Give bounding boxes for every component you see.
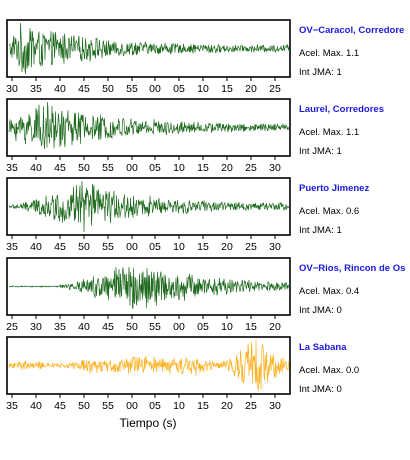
peak-acceleration: Acel. Max. 1.1 (299, 48, 359, 59)
x-tick-label: 25 (245, 400, 257, 412)
trace-line (8, 180, 290, 233)
x-tick-label: 00 (149, 83, 161, 95)
panel-5: 35 40 45 50 55 00 05 10 15 20 25 30 La Sabana Acel. M… (6, 336, 359, 412)
x-tick-label: 45 (54, 400, 66, 412)
x-tick-label: 15 (197, 400, 209, 412)
panel-frame (6, 19, 291, 78)
x-tick-label: 30 (6, 83, 18, 95)
x-tick-label: 05 (197, 321, 209, 333)
x-tick-label: 30 (30, 321, 42, 333)
x-tick-label: 50 (78, 162, 90, 174)
panel-4: 25 30 35 40 45 50 55 00 05 10 15 20 OV−Rios, Rincon … (6, 257, 405, 333)
trace-line (8, 22, 290, 75)
x-tick-label: 35 (6, 162, 18, 174)
x-tick-label: 00 (126, 241, 138, 253)
station-name: Laurel, Corredores (299, 104, 384, 115)
x-tick-label: 40 (30, 241, 42, 253)
jma-intensity: Int JMA: 1 (299, 67, 342, 78)
panel-frame (6, 98, 291, 157)
x-axis-label: Tiempo (s) (120, 416, 177, 430)
trace-line (8, 266, 290, 309)
jma-intensity: Int JMA: 1 (299, 225, 342, 236)
x-tick-label: 45 (102, 321, 114, 333)
panel-1: 30 35 40 45 50 55 00 05 10 15 20 25 OV−Caracol, Corr… (6, 19, 404, 95)
x-tick-label: 30 (269, 241, 281, 253)
x-tick-label: 55 (102, 241, 114, 253)
x-tick-label: 30 (269, 400, 281, 412)
x-tick-label: 50 (78, 241, 90, 253)
x-tick-label: 50 (78, 400, 90, 412)
panel-2: 35 40 45 50 55 00 05 10 15 20 25 30 Laurel, Corredor… (6, 98, 384, 174)
peak-acceleration: Acel. Max. 0.0 (299, 365, 359, 376)
x-tick-label: 40 (30, 400, 42, 412)
panel-frame (6, 177, 291, 236)
x-tick-label: 55 (149, 321, 161, 333)
peak-acceleration: Acel. Max. 0.4 (299, 286, 359, 297)
x-tick-label: 15 (197, 162, 209, 174)
x-tick-label: 45 (78, 83, 90, 95)
jma-intensity: Int JMA: 0 (299, 305, 342, 316)
x-tick-label: 50 (126, 321, 138, 333)
trace-line (8, 339, 290, 391)
x-tick-label: 10 (221, 321, 233, 333)
x-tick-label: 00 (173, 321, 185, 333)
x-tick-label: 35 (6, 400, 18, 412)
peak-acceleration: Acel. Max. 1.1 (299, 127, 359, 138)
x-tick-label: 00 (126, 162, 138, 174)
x-tick-label: 10 (173, 400, 185, 412)
x-tick-label: 25 (6, 321, 18, 333)
x-tick-label: 55 (102, 400, 114, 412)
x-tick-label: 55 (102, 162, 114, 174)
x-tick-label: 15 (221, 83, 233, 95)
x-tick-label: 55 (126, 83, 138, 95)
jma-intensity: Int JMA: 0 (299, 384, 342, 395)
x-tick-label: 15 (197, 241, 209, 253)
panel-frame (6, 257, 291, 316)
station-name: OV−Caracol, Corredore (299, 25, 404, 36)
x-tick-label: 15 (245, 321, 257, 333)
x-tick-label: 20 (221, 400, 233, 412)
x-tick-label: 40 (78, 321, 90, 333)
x-tick-label: 25 (269, 83, 281, 95)
x-tick-label: 00 (126, 400, 138, 412)
x-tick-label: 20 (221, 241, 233, 253)
x-tick-label: 45 (54, 162, 66, 174)
x-tick-label: 05 (149, 162, 161, 174)
jma-intensity: Int JMA: 1 (299, 146, 342, 157)
x-tick-label: 40 (54, 83, 66, 95)
x-tick-label: 30 (269, 162, 281, 174)
station-name: Puerto Jimenez (299, 183, 369, 194)
station-name: La Sabana (299, 342, 347, 353)
x-tick-label: 40 (30, 162, 42, 174)
x-tick-label: 05 (149, 400, 161, 412)
x-tick-label: 50 (102, 83, 114, 95)
x-tick-label: 20 (221, 162, 233, 174)
x-tick-label: 10 (173, 162, 185, 174)
x-tick-label: 25 (245, 241, 257, 253)
x-tick-label: 20 (269, 321, 281, 333)
x-tick-label: 05 (149, 241, 161, 253)
x-tick-label: 25 (245, 162, 257, 174)
x-tick-label: 05 (173, 83, 185, 95)
peak-acceleration: Acel. Max. 0.6 (299, 206, 359, 217)
panel-3: 35 40 45 50 55 00 05 10 15 20 25 30 Puerto Jimenez Ac… (6, 177, 369, 253)
x-tick-label: 20 (245, 83, 257, 95)
station-name: OV−Rios, Rincon de Os (299, 263, 405, 274)
seismogram-panels: 30 35 40 45 50 55 00 05 10 15 20 25 OV−Caracol, Corr… (6, 19, 405, 412)
panel-frame (6, 336, 291, 395)
x-tick-label: 10 (197, 83, 209, 95)
x-tick-label: 35 (30, 83, 42, 95)
x-tick-label: 10 (173, 241, 185, 253)
x-tick-label: 35 (54, 321, 66, 333)
x-tick-label: 45 (54, 241, 66, 253)
trace-line (8, 101, 290, 150)
x-tick-label: 35 (6, 241, 18, 253)
